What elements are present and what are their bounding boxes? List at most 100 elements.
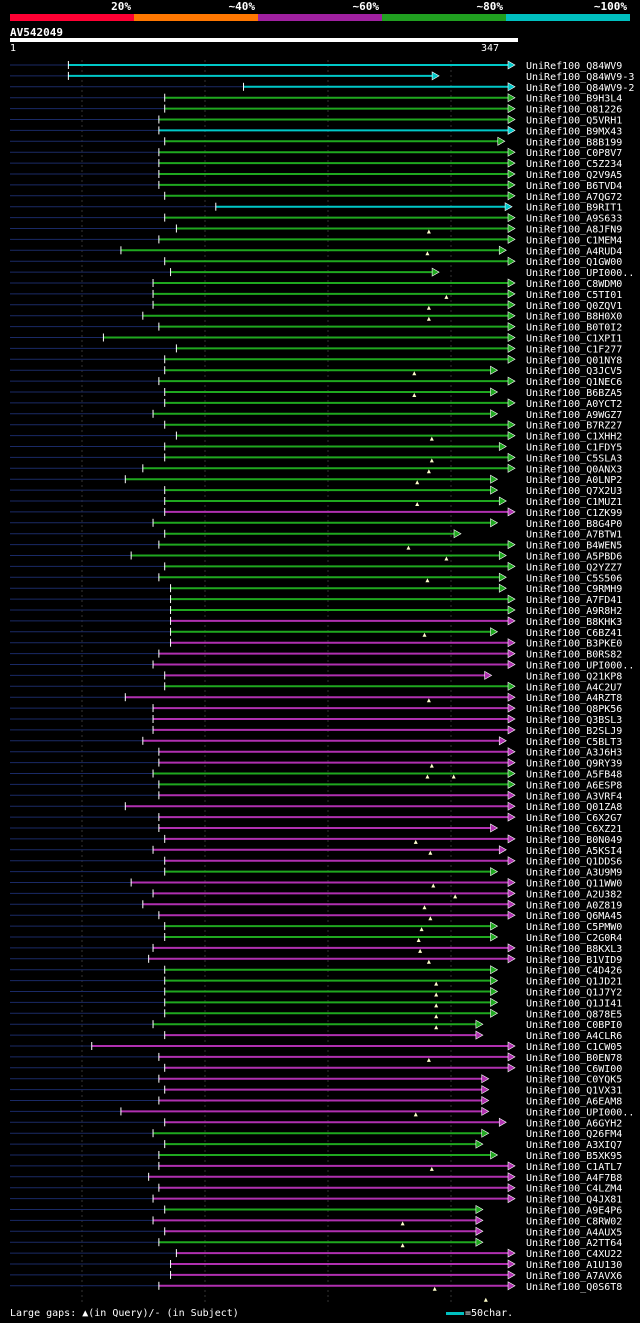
hit-arrow [507,725,516,735]
hit-label: UniRef100_A0LNP2 [526,475,622,486]
hit-arrow [507,104,516,114]
gap-marker [444,556,449,561]
hit-label: UniRef100_Q0ANX3 [526,464,622,475]
hit-label: UniRef100_A5PBD6 [526,552,622,563]
hit-arrow [507,1259,516,1269]
hit-label: UniRef100_Q3BSL3 [526,715,622,726]
hit-arrow [507,812,516,822]
hit-arrow [490,1150,499,1160]
hit-label: UniRef100_B9MX43 [526,126,622,137]
gap-marker [425,251,430,256]
legend-label: ~40% [228,0,256,13]
hit-label: UniRef100_C1ZK99 [526,508,622,519]
hit-arrow [507,899,516,909]
hit-label: UniRef100_Q1JI41 [526,998,622,1009]
hit-arrow [507,834,516,844]
hit-arrow [507,180,516,190]
hit-label: UniRef100_A7AVX6 [526,1271,622,1282]
hit-arrow [507,594,516,604]
hit-arrow [431,267,440,277]
gap-marker [426,305,431,310]
hit-arrow [481,1106,490,1116]
footer-legend: Large gaps: ▲(in Query)/- (in Subject) [10,1308,239,1319]
hit-arrow [475,1237,484,1247]
hit-label: UniRef100_Q01NY8 [526,355,622,366]
hit-arrow [507,191,516,201]
gap-marker [426,469,431,474]
hit-label: UniRef100_Q6MA45 [526,911,622,922]
hit-arrow [475,1215,484,1225]
hit-arrow [507,223,516,234]
hit-label: UniRef100_A3VRF4 [526,791,622,802]
hit-label: UniRef100_A8JFN9 [526,225,622,236]
hit-label: UniRef100_Q0ZQV1 [526,301,622,312]
gap-marker [431,883,436,888]
hit-label: UniRef100_C5BLT3 [526,737,622,748]
gap-marker [419,927,424,932]
hit-arrow [507,322,516,332]
hit-label: UniRef100_B8KHK3 [526,617,622,628]
gap-marker [426,959,431,964]
hit-label: UniRef100_C0BPI0 [526,1020,622,1031]
hit-label: UniRef100_Q0S6T8 [526,1282,622,1293]
gap-marker [415,502,420,506]
hit-label: UniRef100_Q21KP8 [526,671,622,682]
hit-arrow [507,93,516,103]
gap-marker [451,774,456,779]
hit-label: UniRef100_A9WGZ7 [526,410,622,421]
hit-label: UniRef100_B3PKE0 [526,639,622,650]
query-start-tick: 1 [10,43,17,54]
gap-marker [413,1112,418,1117]
query-name: AV542049 [10,26,63,39]
hit-label: UniRef100_B0T0I2 [526,323,622,334]
hit-label: UniRef100_B9RIT1 [526,203,622,214]
hit-arrow [507,649,516,659]
gap-marker [429,436,434,441]
hit-arrow [490,986,499,997]
hit-label: UniRef100_B8H0X0 [526,312,622,323]
hit-arrow [507,60,516,70]
hit-label: UniRef100_Q1DDS6 [526,857,622,868]
gap-marker [426,316,431,321]
hit-label: UniRef100_B1VID9 [526,955,622,966]
hit-label: UniRef100_C1FDY5 [526,443,622,454]
hit-arrow [507,681,516,691]
hit-label: UniRef100_Q11WW0 [526,879,622,890]
hit-label: UniRef100_Q1NEC6 [526,377,622,388]
hit-arrow [507,888,516,898]
hit-label: UniRef100_Q2YZZ7 [526,562,622,573]
legend-label: ~60% [352,0,380,13]
hit-arrow [481,1074,490,1084]
hit-arrow [498,245,507,255]
gap-marker [415,480,420,485]
hit-label: UniRef100_A4F7B8 [526,1173,622,1184]
hit-label: UniRef100_C6BZ41 [526,628,622,639]
hit-arrow [490,976,499,986]
hit-arrow [498,441,507,452]
hit-label: UniRef100_C5Z234 [526,159,622,170]
hit-label: UniRef100_A4C2U7 [526,682,622,693]
hit-label: UniRef100_Q26FM4 [526,1129,622,1140]
hit-arrow [507,954,516,964]
hit-label: UniRef100_Q8PK56 [526,704,622,715]
hit-label: UniRef100_A1U130 [526,1260,622,1271]
hit-arrow [507,463,516,473]
hit-arrow [498,572,507,582]
legend-segment [506,14,630,21]
hit-arrow [507,169,516,179]
gap-marker [412,393,417,397]
hit-label: UniRef100_UPI000.. [526,268,634,279]
hit-arrow [507,431,516,441]
hit-label: UniRef100_UPI000.. [526,1107,634,1118]
hit-label: UniRef100_A4AUX5 [526,1227,622,1238]
query-end-tick: 347 [481,43,500,54]
gap-marker [400,1243,405,1248]
hit-arrow [498,550,507,561]
hit-label: UniRef100_C8WDM0 [526,279,622,290]
hit-label: UniRef100_C5TI01 [526,290,622,301]
hit-label: UniRef100_A5FB48 [526,770,622,781]
gap-marker [416,938,421,942]
hit-arrow [498,736,507,746]
hit-arrow [507,605,516,615]
